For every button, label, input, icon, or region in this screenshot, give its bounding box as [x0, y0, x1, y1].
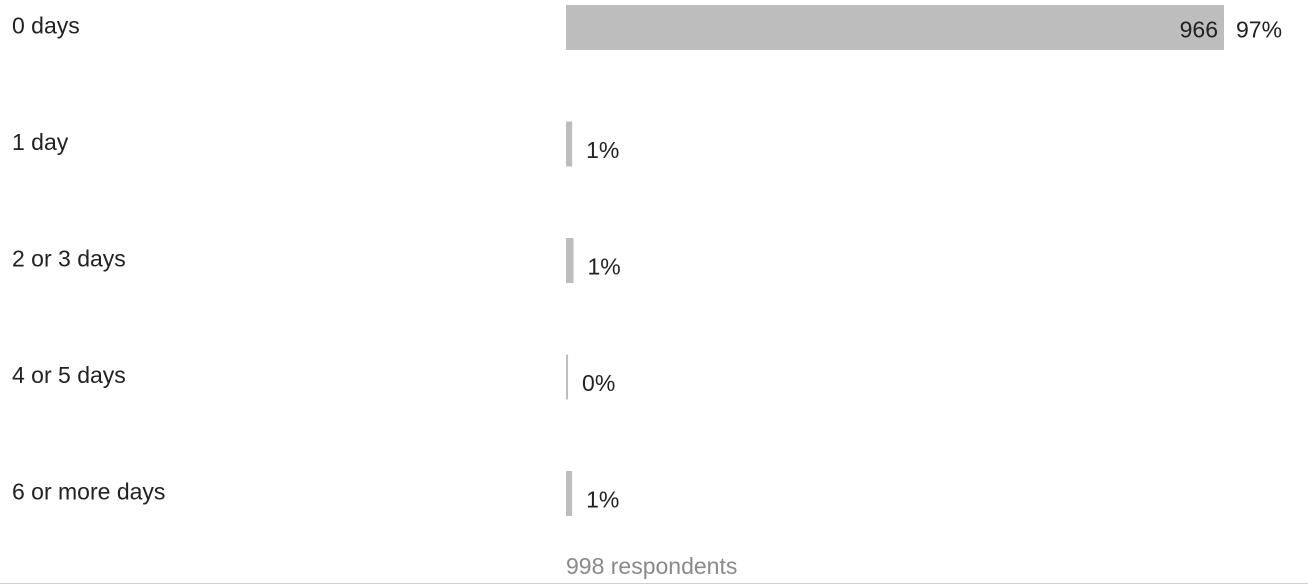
- category-label: 1 day: [12, 129, 69, 155]
- bar: [566, 471, 573, 516]
- category-label: 4 or 5 days: [12, 362, 126, 388]
- bar: [566, 5, 1224, 50]
- category-label: 6 or more days: [12, 479, 165, 505]
- category-label: 0 days: [12, 13, 80, 39]
- percent-label: 1%: [586, 137, 619, 163]
- category-label: 2 or 3 days: [12, 246, 126, 272]
- respondents: 998 respondents: [566, 553, 737, 579]
- percent-label: 1%: [587, 254, 620, 280]
- count-label: 966: [1180, 17, 1218, 43]
- percent-label: 97%: [1236, 17, 1282, 43]
- percent-label: 1%: [586, 487, 619, 513]
- bar: [566, 354, 569, 400]
- bar: [566, 121, 573, 167]
- bar: [566, 238, 574, 283]
- percent-label: 0%: [582, 370, 615, 396]
